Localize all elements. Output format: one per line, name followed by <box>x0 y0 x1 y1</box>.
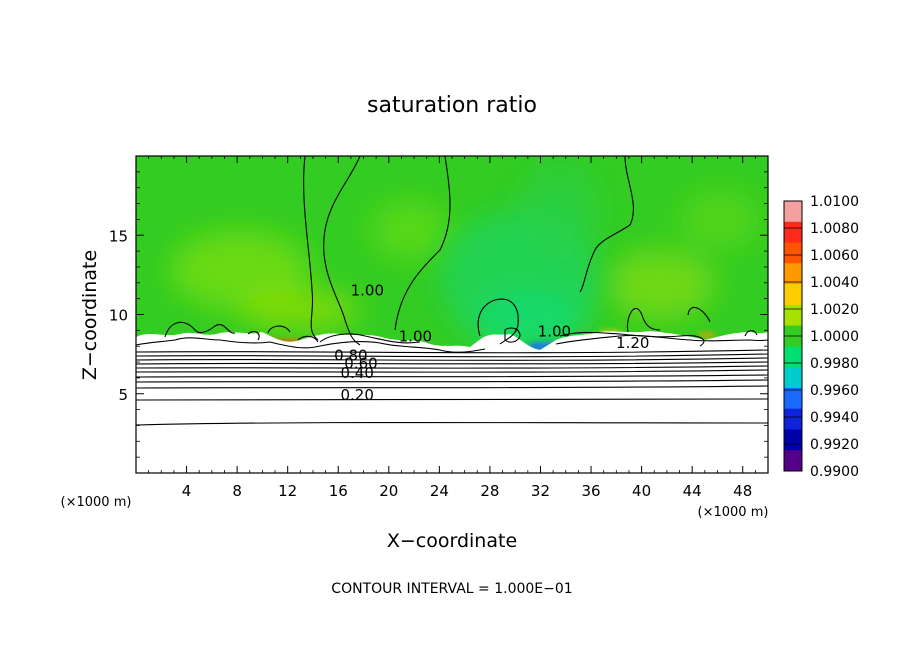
y-tick-label: 15 <box>109 227 128 245</box>
cloud-region <box>136 331 768 473</box>
contour-label-layer: 1.00 1.00 1.20 1.00 0.800.600.40 0.20 <box>334 281 649 404</box>
colorbar-label: 1.0040 <box>810 275 859 291</box>
contour-label: 0.80 <box>334 346 367 364</box>
contour-label: 1.00 <box>351 281 384 299</box>
x-tick-label: 8 <box>232 482 242 500</box>
x-tick-label: 44 <box>683 482 702 500</box>
contour-lines <box>136 156 768 426</box>
x-tick-label: 16 <box>329 482 348 500</box>
colorbar-swatch <box>784 408 802 430</box>
plot-area <box>136 156 768 473</box>
supersaturation-patches <box>170 190 760 330</box>
y-tick-label: 5 <box>118 386 128 404</box>
colorbar-label: 0.9980 <box>810 356 859 372</box>
x-tick-label: 40 <box>632 482 651 500</box>
contour-interval-note: CONTOUR INTERVAL = 1.000E−01 <box>331 581 572 597</box>
y-axis-label: Z−coordinate <box>79 250 101 380</box>
colorbar-swatch <box>784 221 802 244</box>
colorbar-swatch <box>784 284 802 306</box>
colorbar-swatch <box>784 242 802 264</box>
colorbar-swatch <box>784 263 802 285</box>
colorbar: 1.0100 1.0080 1.0060 1.0040 1.0020 1.0000 0.99… <box>783 194 859 480</box>
z-unit-label: (×1000 m) <box>61 495 132 510</box>
colorbar-label: 1.0080 <box>810 221 859 237</box>
colorbar-label: 0.9900 <box>810 464 859 480</box>
contour-label: 1.00 <box>538 323 571 341</box>
contour-label: 0.60 <box>344 354 377 372</box>
colorbar-label: 0.9920 <box>810 437 859 453</box>
x-axis-label: X−coordinate <box>387 530 517 552</box>
chart-title: saturation ratio <box>367 93 537 118</box>
x-tick-label: 4 <box>182 482 192 500</box>
colorbar-label: 1.0100 <box>810 194 859 210</box>
x-unit-label: (×1000 m) <box>698 505 769 520</box>
colorbar-label: 1.0000 <box>810 329 859 345</box>
contour-label: 1.20 <box>616 334 649 352</box>
x-tick-label: 28 <box>480 482 499 500</box>
colorbar-swatch <box>784 304 802 327</box>
colorbar-label: 0.9940 <box>810 410 859 426</box>
colorbar-swatch <box>784 367 802 389</box>
colorbar-swatch <box>784 387 802 410</box>
x-tick-label: 32 <box>531 482 550 500</box>
x-tick-label: 24 <box>430 482 449 500</box>
x-tick-label: 48 <box>733 482 752 500</box>
x-tick-label: 12 <box>278 482 297 500</box>
colorbar-label: 1.0060 <box>810 248 859 264</box>
contour-label: 1.00 <box>399 327 432 345</box>
y-tick-label: 10 <box>109 307 128 325</box>
colorbar-swatch <box>784 201 802 223</box>
x-tick-label: 20 <box>379 482 398 500</box>
contour-label: 0.20 <box>340 386 373 404</box>
colorbar-swatch <box>784 429 802 451</box>
colorbar-label: 1.0020 <box>810 302 859 318</box>
contour-label: 0.40 <box>340 364 373 382</box>
colorbar-swatch <box>784 346 802 368</box>
x-tick-label: 36 <box>581 482 600 500</box>
colorbar-label: 0.9960 <box>810 383 859 399</box>
colorbar-swatch <box>784 450 802 472</box>
